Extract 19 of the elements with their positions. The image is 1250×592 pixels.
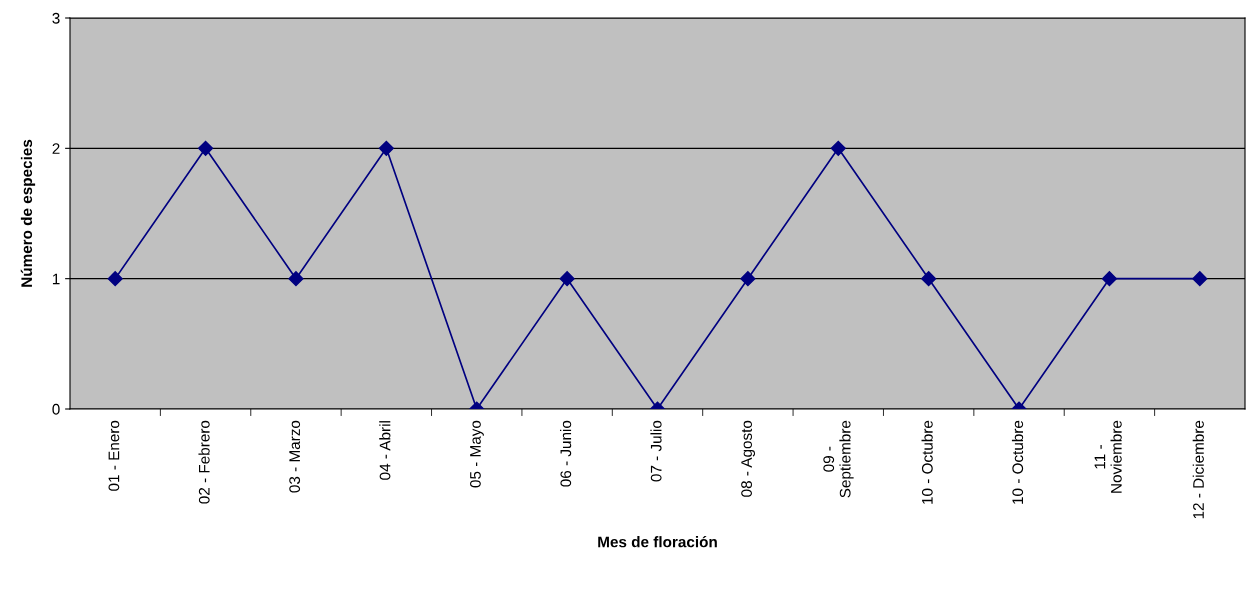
x-tick-label: 02 - Febrero bbox=[198, 420, 210, 504]
x-tick-label: 12 - Diciembre bbox=[1192, 420, 1204, 519]
x-tick-label: 11 - Noviembre bbox=[1094, 420, 1122, 493]
x-tick-label: 09 - Septiembre bbox=[823, 420, 854, 498]
x-tick-label: 03 - Marzo bbox=[289, 420, 301, 493]
x-tick-label: 04 - Abril bbox=[379, 421, 391, 480]
y-tick-label: 0 bbox=[52, 403, 60, 415]
x-tick-label: 10 - Octubre bbox=[921, 420, 933, 504]
x-axis-title: Mes de floración bbox=[598, 535, 717, 548]
x-tick-label: 06 - Junio bbox=[559, 420, 572, 487]
x-tick-label: 10 - Octubre bbox=[1011, 420, 1024, 504]
y-axis-title: Número de especies bbox=[20, 139, 36, 287]
x-tick-label: 08 - Agosto bbox=[741, 420, 756, 497]
x-tick-label: 01 - Enero bbox=[108, 420, 120, 491]
y-tick-label: 2 bbox=[52, 143, 60, 154]
y-tick-label: 1 bbox=[52, 273, 60, 285]
y-tick-label: 3 bbox=[52, 12, 60, 24]
x-tick-label: 07 - Julio bbox=[650, 420, 662, 482]
x-tick-label: 05 - Mayo bbox=[470, 420, 484, 488]
